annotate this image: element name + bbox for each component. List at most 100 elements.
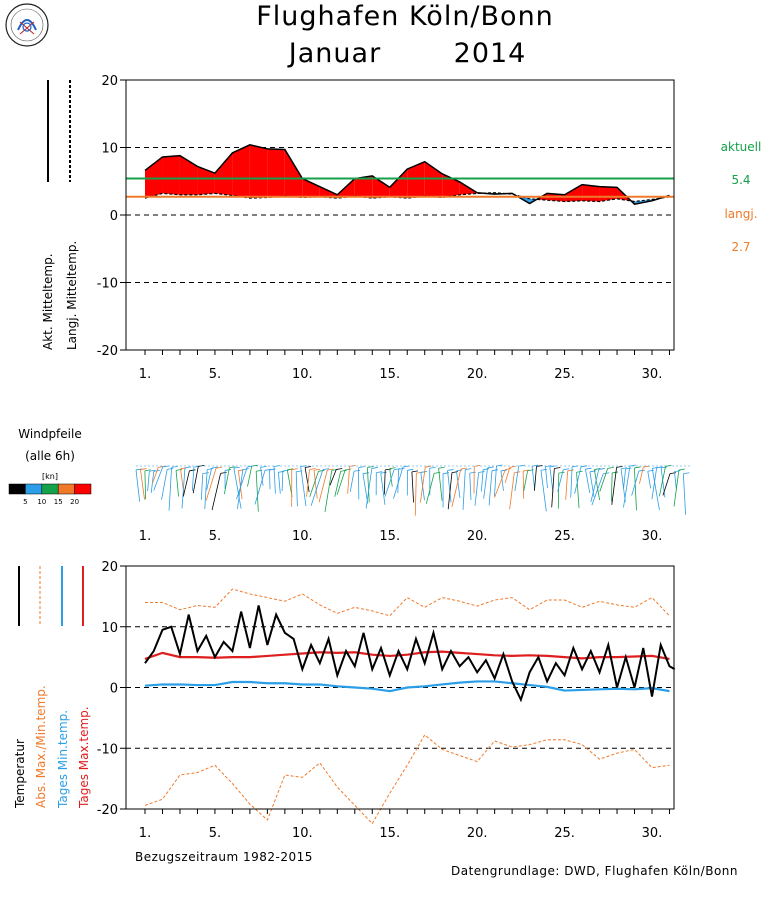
mean-temp-x-tick-label: 30. (642, 367, 663, 382)
warm-anomaly-area (424, 161, 443, 198)
wind-arrow (623, 469, 626, 490)
wind-arrow (349, 471, 355, 492)
wind-arrow (549, 466, 554, 493)
wind-x-tick-label: 25. (554, 529, 575, 544)
mean-min-line (144, 680, 670, 693)
daily-temp-x-tick-label: 25. (554, 826, 575, 841)
wind-legend-tick: 15 (54, 498, 63, 506)
wind-arrow (658, 466, 666, 497)
wind-x-tick-label: 1. (139, 529, 151, 544)
wind-arrow-barb (549, 465, 556, 468)
mean-max-line (144, 650, 670, 661)
wind-arrow (295, 471, 298, 507)
wind-arrow-barb (683, 472, 690, 475)
wind-arrow (397, 469, 399, 494)
wind-arrow-barb (518, 464, 525, 467)
wind-arrow (585, 469, 591, 494)
value-longterm: 2.7 (731, 240, 750, 254)
wind-arrow-barb (509, 465, 516, 468)
wind-arrow (414, 473, 417, 516)
wind-arrow (310, 469, 324, 506)
wind-arrow-barb (367, 466, 374, 468)
chart-title-month: Januar (287, 38, 381, 69)
wind-arrow (278, 472, 281, 494)
wind-arrows (135, 464, 690, 516)
warm-anomaly-area (162, 155, 180, 195)
warm-anomaly-area (232, 144, 250, 199)
warm-anomaly-area (582, 184, 600, 202)
wind-arrow-barb (380, 471, 387, 474)
wind-arrow (144, 470, 147, 500)
daily-temp-y-tick-label: 10 (101, 621, 118, 636)
mean-temp-x-tick-label: 15. (379, 367, 400, 382)
wind-arrow (175, 470, 179, 497)
wind-arrow-barb (211, 466, 218, 469)
daily-temperature-panel: 20 10 0 -10 -20 1. 5. 10. 15. 20. 25. 30. Temperat… (13, 560, 676, 841)
wind-arrow-barb (389, 467, 396, 470)
wind-arrow-barb (171, 465, 178, 468)
wind-arrow (514, 466, 520, 492)
wind-legend-swatch (8, 483, 26, 495)
warm-anomaly-area (407, 161, 425, 199)
wind-arrow (522, 471, 525, 499)
wind-arrow (204, 469, 208, 510)
warm-anomaly-area (599, 186, 618, 202)
warm-anomaly-area (319, 186, 338, 199)
wind-arrow (639, 466, 644, 484)
daily-temp-x-tick-label: 10. (292, 826, 313, 841)
wind-arrow-barb (260, 465, 267, 468)
wind-arrow-barb (140, 468, 147, 470)
daily-temp-y-ticks: 20 10 0 -10 -20 (97, 560, 126, 818)
wind-arrow-barb (167, 467, 174, 470)
warm-anomaly-area (442, 173, 460, 198)
wind-arrow (191, 467, 195, 491)
wind-arrow-barb (282, 469, 289, 472)
mean-temp-y-tick-label: -10 (97, 277, 118, 292)
y-axis-label-absolute: Abs. Max./Min.temp. (34, 685, 48, 808)
wind-arrow (590, 469, 600, 503)
wind-arrow-barb (291, 468, 298, 471)
wind-arrow-barb (469, 471, 476, 474)
wind-arrow-barb (438, 466, 445, 469)
daily-temp-y-tick-label: 0 (110, 682, 118, 697)
wind-label: Windpfeile (18, 427, 81, 441)
wind-arrow (504, 467, 511, 484)
wind-arrow-barb (345, 468, 352, 471)
mean-temp-x-tick-label: 10. (292, 367, 313, 382)
wind-arrow (462, 469, 466, 510)
mean-temp-x-tick-label: 5. (209, 367, 221, 382)
wind-arrow (152, 467, 159, 484)
warm-anomaly-area (354, 175, 373, 199)
wind-arrow-barb (318, 469, 325, 472)
abs-max-line (145, 588, 670, 617)
wind-x-tick-label: 30. (642, 529, 663, 544)
wind-arrow (362, 473, 369, 504)
wind-arrow-barb (456, 469, 463, 472)
wind-panel: Windpfeile (alle 6h) [kn] 5 10 15 20 1. 5. 10… (8, 427, 690, 544)
mean-temp-y-tick-label: 20 (101, 74, 118, 89)
warm-anomaly-area (284, 149, 303, 198)
y-axis-label-actual: Akt. Mitteltemp. (41, 253, 55, 350)
wind-arrow (419, 467, 426, 503)
daily-temp-y-tick-label: -20 (97, 803, 118, 818)
daily-temp-x-ticks: 1. 5. 10. 15. 20. 25. 30. (139, 809, 670, 841)
dwd-logo (5, 3, 49, 47)
wind-legend-tick: 5 (23, 498, 27, 506)
wind-arrow (570, 466, 573, 498)
wind-arrow (236, 466, 248, 500)
wind-arrow (425, 473, 435, 504)
daily-temp-x-tick-label: 15. (379, 826, 400, 841)
wind-arrow-barb (313, 468, 321, 471)
wind-arrow (367, 467, 370, 503)
wind-arrow-barb (661, 466, 668, 469)
warm-anomaly-area (179, 155, 198, 195)
wind-arrow (313, 470, 318, 499)
warm-anomaly-area (372, 175, 390, 199)
wind-arrow (557, 469, 564, 492)
wind-arrow-barb (309, 468, 316, 470)
wind-arrow (318, 469, 328, 503)
label-actual: aktuell (721, 140, 762, 154)
wind-arrow-barb (425, 465, 432, 468)
wind-arrow-barb (674, 470, 681, 473)
wind-arrow-barb (149, 469, 156, 472)
